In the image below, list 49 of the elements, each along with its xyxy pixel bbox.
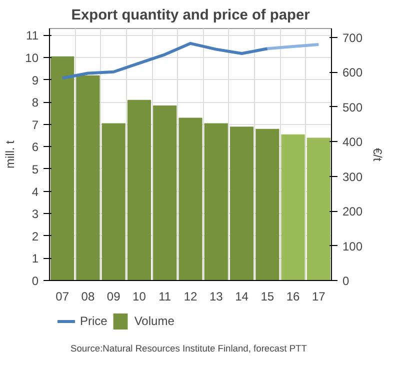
- source-note: Source:Natural Resources Institute Finland, forecast PTT: [70, 344, 308, 354]
- y2-tick-label: 0: [342, 274, 350, 288]
- y2-tick-label: 300: [342, 170, 363, 184]
- x-tick-label: 07: [56, 290, 70, 304]
- legend-label: Price: [80, 314, 108, 328]
- x-tick-label: 09: [106, 290, 121, 304]
- y-tick-label: 1: [32, 252, 39, 266]
- y-tick-label: 6: [32, 140, 39, 154]
- bar: [153, 105, 177, 280]
- bar: [281, 134, 305, 280]
- y-tick-label: 4: [32, 184, 39, 199]
- bar: [306, 138, 330, 280]
- x-tick-label: 10: [132, 290, 146, 304]
- legend-label: Volume: [134, 314, 174, 328]
- y2-tick-label: 700: [342, 31, 363, 46]
- y2-tick-label: 500: [342, 100, 363, 114]
- bar: [76, 75, 100, 280]
- y2-tick-label: 400: [342, 135, 363, 150]
- y-tick-label: 10: [25, 50, 39, 65]
- y2-axis-title: €/t: [370, 148, 385, 162]
- y-axis-title: mill. t: [3, 140, 18, 168]
- line-series: [60, 42, 269, 80]
- chart-title: Export quantity and price of paper: [71, 8, 310, 24]
- x-tick-label: 16: [286, 290, 300, 304]
- x-tick-label: 14: [235, 290, 249, 304]
- y2-tick-label: 100: [342, 239, 363, 254]
- x-tick-label: 12: [184, 290, 198, 304]
- bar: [178, 118, 202, 280]
- y-tick-label: 11: [26, 28, 39, 43]
- x-tick-label: 11: [158, 290, 172, 304]
- y-tick-label: 9: [32, 73, 39, 88]
- y2-tick-label: 600: [342, 66, 363, 80]
- bar: [127, 100, 152, 280]
- y-tick-label: 2: [32, 229, 39, 244]
- bar: [256, 128, 280, 280]
- x-tick-label: 15: [260, 290, 274, 304]
- y-tick-label: 3: [32, 207, 39, 222]
- y2-tick-label: 200: [342, 204, 363, 219]
- bar: [204, 123, 228, 280]
- y-tick-label: 7: [32, 118, 39, 132]
- y-tick-label: 8: [32, 96, 39, 110]
- bar: [230, 126, 254, 280]
- bar: [50, 56, 74, 280]
- y-tick-label: 5: [32, 162, 39, 176]
- y-tick-label: 0: [32, 274, 39, 288]
- x-tick-label: 17: [312, 290, 326, 304]
- bar: [102, 123, 126, 280]
- x-tick-label: 08: [81, 290, 95, 304]
- x-tick-label: 13: [209, 290, 224, 304]
